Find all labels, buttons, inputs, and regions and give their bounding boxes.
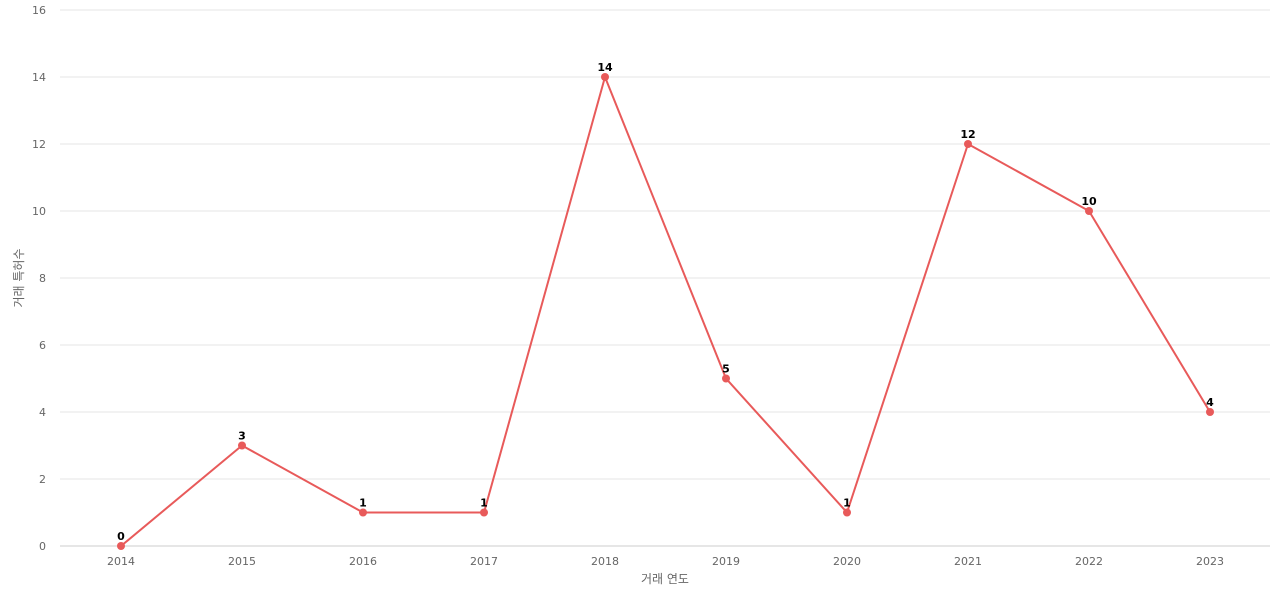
data-point[interactable]	[1085, 207, 1093, 215]
data-label: 0	[117, 530, 125, 543]
data-point[interactable]	[843, 508, 851, 517]
y-axis-ticks: 0 2 4 6 8 10 12 14 16	[32, 4, 46, 553]
y-tick-label: 4	[39, 406, 46, 419]
x-tick-label: 2022	[1075, 555, 1103, 568]
y-tick-label: 0	[39, 540, 46, 553]
series-line	[120, 76, 1211, 547]
data-label: 1	[359, 497, 367, 510]
data-point[interactable]	[722, 374, 730, 383]
data-point[interactable]	[964, 140, 972, 148]
x-tick-label: 2017	[470, 555, 498, 568]
y-tick-label: 8	[39, 272, 46, 285]
gridlines	[60, 9, 1270, 547]
data-points	[117, 73, 1214, 550]
x-tick-label: 2014	[107, 555, 135, 568]
data-label: 14	[597, 61, 613, 74]
data-label: 3	[238, 430, 246, 443]
y-tick-label: 14	[32, 71, 46, 84]
y-tick-label: 10	[32, 205, 46, 218]
x-tick-label: 2021	[954, 555, 982, 568]
y-tick-label: 6	[39, 339, 46, 352]
data-label: 1	[843, 497, 851, 510]
data-point[interactable]	[480, 508, 488, 517]
data-label: 4	[1206, 396, 1214, 409]
data-point[interactable]	[238, 441, 246, 450]
data-point[interactable]	[601, 73, 609, 81]
x-axis-title: 거래 연도	[641, 572, 689, 586]
data-point[interactable]	[1206, 408, 1214, 416]
x-tick-label: 2019	[712, 555, 740, 568]
series	[120, 76, 1211, 547]
x-tick-label: 2015	[228, 555, 256, 568]
data-point[interactable]	[359, 508, 367, 517]
y-tick-label: 12	[32, 138, 46, 151]
data-label: 10	[1081, 195, 1097, 208]
data-labels: 0 3 1 1 14 5 1 12 10 4	[117, 61, 1214, 543]
data-point[interactable]	[117, 542, 125, 550]
x-tick-label: 2023	[1196, 555, 1224, 568]
x-tick-label: 2016	[349, 555, 377, 568]
y-axis-title: 거래 특허수	[12, 248, 26, 307]
data-label: 1	[480, 497, 488, 510]
data-label: 12	[960, 128, 975, 141]
x-tick-label: 2020	[833, 555, 861, 568]
y-tick-label: 2	[39, 473, 46, 486]
x-tick-label: 2018	[591, 555, 619, 568]
data-label: 5	[722, 363, 730, 376]
x-axis-ticks: 2014 2015 2016 2017 2018 2019 2020 2021 2022 2023	[107, 555, 1224, 568]
y-tick-label: 16	[32, 4, 46, 17]
